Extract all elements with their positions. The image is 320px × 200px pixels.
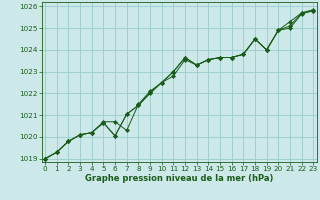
X-axis label: Graphe pression niveau de la mer (hPa): Graphe pression niveau de la mer (hPa) (85, 174, 273, 183)
